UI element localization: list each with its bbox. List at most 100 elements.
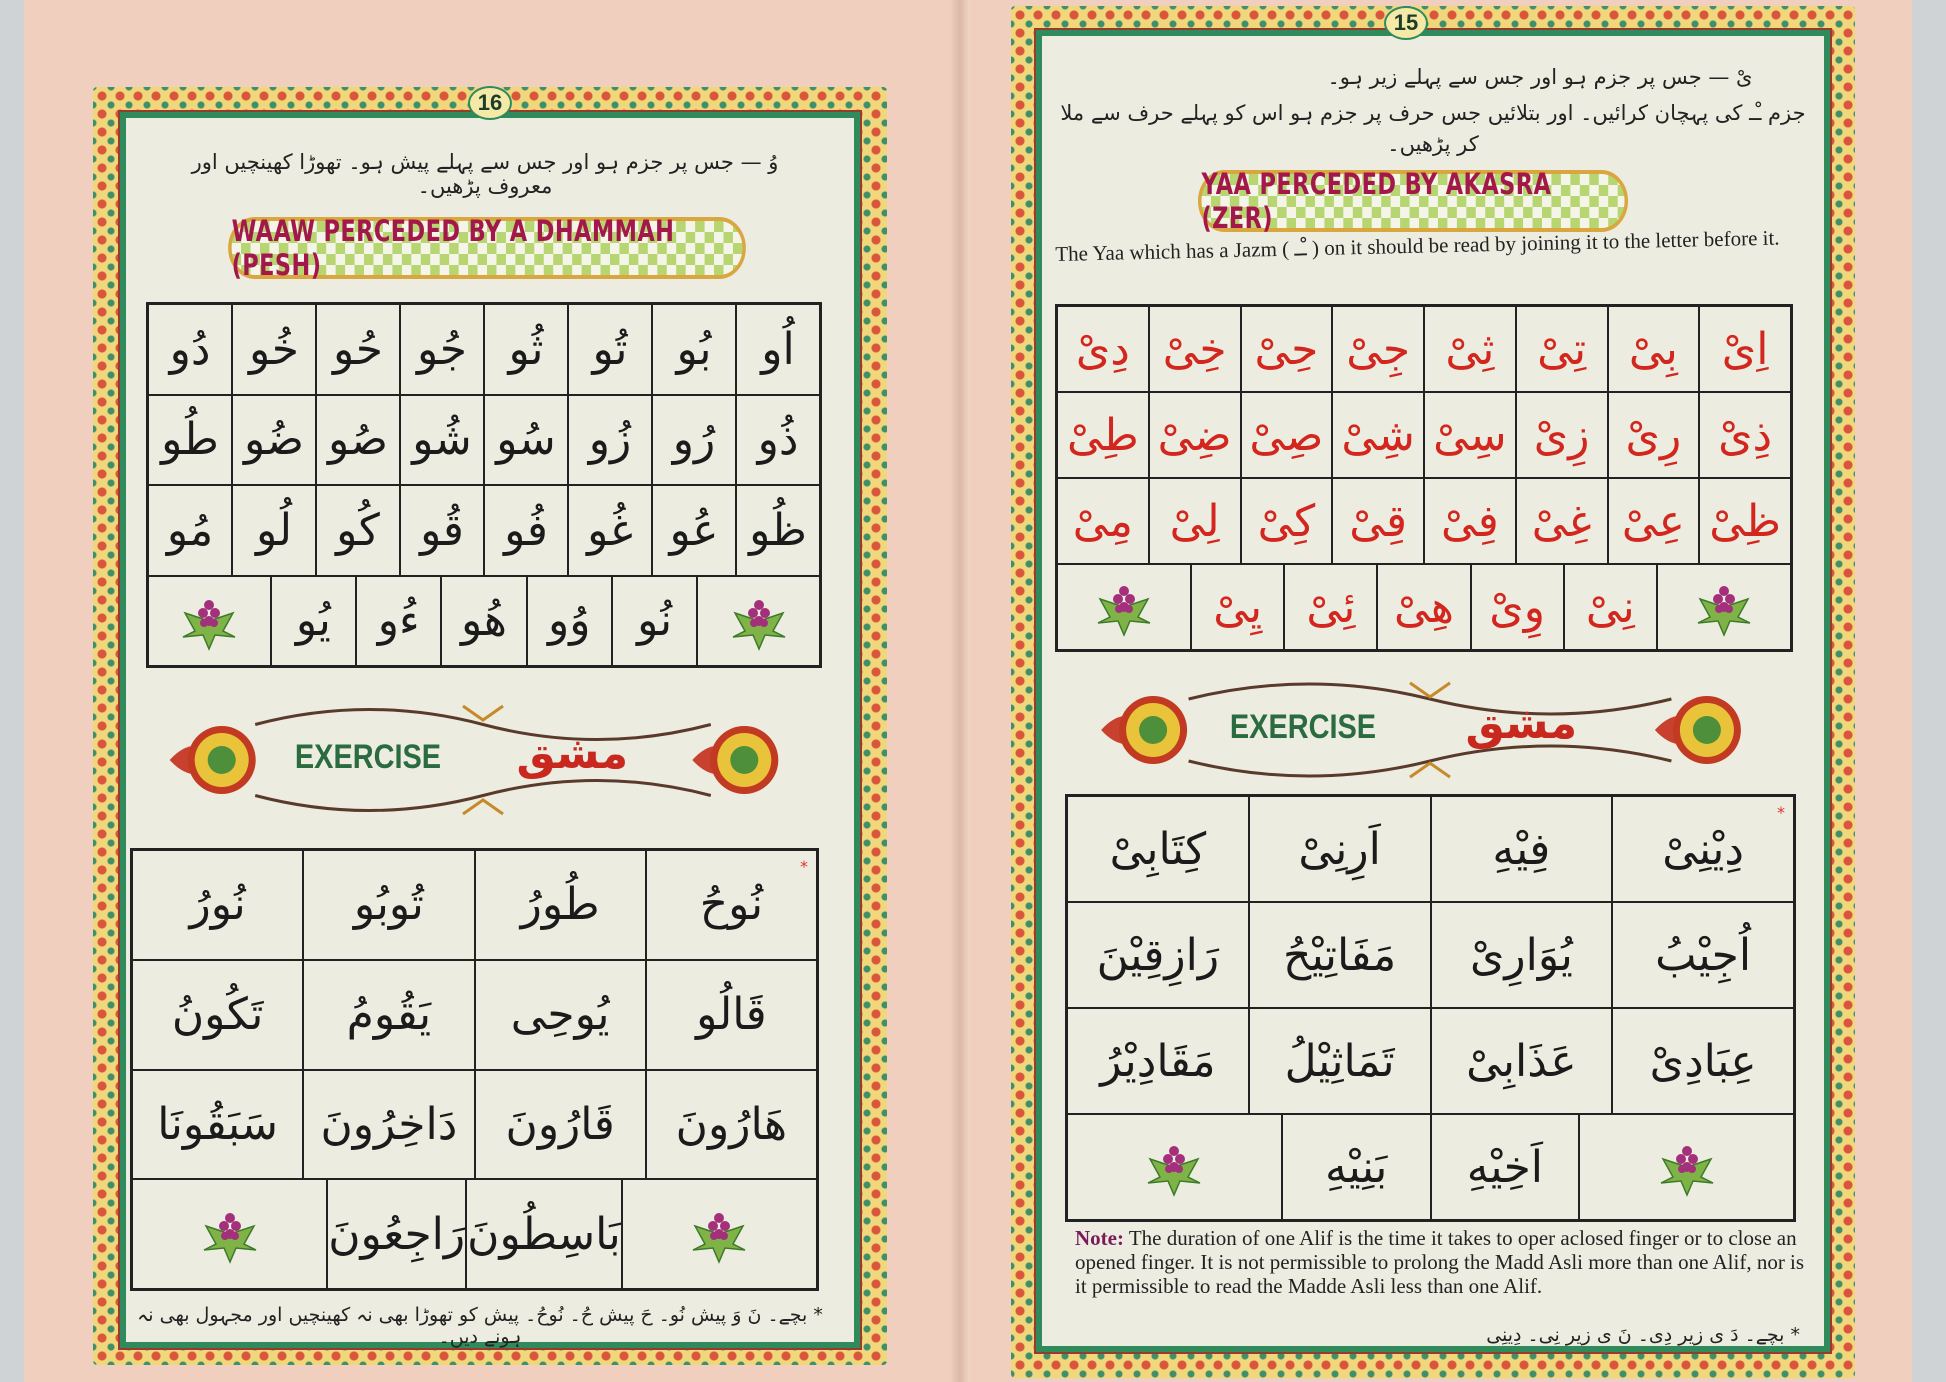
instruction-urdu: وُ — جس پر جزم ہو اور جس سے پہلے پیش ہو۔…: [191, 150, 779, 198]
grape-flower-icon: [149, 577, 270, 666]
grid-cell: هَارُونَ: [644, 1070, 816, 1179]
grid-cell: مُو: [166, 504, 214, 556]
grid-cell: كُو: [315, 486, 399, 575]
exercise-ornament: EXERCISE مشق: [148, 689, 818, 831]
grid-row: اِیْ بِیْ تِیْ ثِیْ جِیْ حِیْ خِیْ دِیْ: [1058, 307, 1790, 393]
grid-cell: طُو: [161, 414, 219, 466]
grid-cell: زِیْ: [1514, 393, 1607, 477]
footnote-marker: *: [800, 857, 808, 876]
grid-cell: نُورُ: [189, 879, 246, 931]
ornament-flourish: [1101, 681, 1741, 779]
grid-row: ذُو رُو زُو سُو شُو صُو ضُو طُو: [149, 395, 819, 486]
grid-cell: رُو: [651, 395, 735, 484]
exercise-ornament: EXERCISE مشق: [1075, 668, 1785, 792]
grid-cell: فِیْ: [1423, 479, 1515, 563]
grid-cell: خُو: [231, 305, 315, 394]
grid-cell: يِیْ: [1190, 565, 1283, 649]
grid-cell: دِیْ: [1075, 323, 1130, 375]
grid-cell: يَقُومُ: [302, 960, 473, 1069]
grid-cell: رَاجِعُونَ: [326, 1180, 465, 1288]
grid-cell: عِبَادِیْ: [1611, 1009, 1793, 1113]
grid-cell: هُو: [440, 576, 525, 665]
grape-flower-icon: [1068, 1115, 1281, 1219]
grid-cell: سُو: [483, 395, 567, 484]
exercise-label: EXERCISE: [1229, 708, 1377, 746]
grid-cell: صُو: [315, 395, 399, 484]
page-number: 16: [468, 86, 512, 120]
grape-flower-icon: [620, 1180, 816, 1288]
grid-cell: رِیْ: [1606, 393, 1699, 477]
grid-cell: ءُو: [355, 576, 440, 665]
section-banner: YAA PERCEDED BY AKASRA (ZER): [1198, 167, 1628, 235]
grid-cell: كِتَابِیْ: [1109, 823, 1207, 875]
grid-cell: تَكُونُ: [171, 989, 264, 1041]
grid-cell: دَاخِرُونَ: [302, 1070, 473, 1179]
footnote-marker: *: [1777, 803, 1785, 822]
grid-cell: نُوحُ *: [644, 851, 816, 959]
grid-cell: اَرِنِیْ: [1247, 797, 1430, 901]
grape-flower-icon: [133, 1180, 326, 1288]
grid-cell: جِیْ: [1331, 307, 1423, 391]
grid-row: اُو بُو تُو ثُو جُو حُو خُو دُو: [149, 305, 819, 396]
grid-cell: شُو: [399, 395, 483, 484]
grid-row: نِیْ وِیْ هِیْ ئِیْ يِیْ: [1058, 565, 1790, 649]
footnote-urdu: * بچے۔ نَ وَ پیش نُو۔ حَ پیش حُ۔ نُوحُ۔ …: [137, 1304, 823, 1348]
instruction-urdu-line-2: جزم ـْـ کی پہچان کرائیں۔ اور بتلائیں جس …: [1060, 101, 1806, 156]
grid-cell: سَبَقُونَا: [157, 1098, 279, 1150]
grid-cell: عُو: [651, 486, 735, 575]
grid-cell: زُو: [567, 395, 651, 484]
grid-cell: کِیْ: [1239, 479, 1332, 563]
instruction-urdu-line-1: یْ — جس پر جزم ہو اور جس سے پہلے زیر ہو۔: [1327, 65, 1753, 89]
grid-cell: نِیْ: [1562, 565, 1656, 649]
grid-row: اُجِیْبُ يُوَارِیْ مَفَاتِیْحُ رَازِقِیْنَ: [1068, 903, 1793, 1009]
grid-cell: دِیْنِیْ *: [1611, 797, 1793, 901]
grid-row: هَارُونَ قَارُونَ دَاخِرُونَ سَبَقُونَا: [133, 1070, 816, 1181]
grid-cell: قَارُونَ: [473, 1070, 645, 1179]
grid-cell: تِیْ: [1514, 307, 1607, 391]
grape-flower-icon: [1655, 565, 1790, 649]
grid-row: ذِیْ رِیْ زِیْ سِیْ شِیْ صِیْ ضِیْ طِیْ: [1058, 393, 1790, 479]
grid-row: اَخِیْهِ بَنِیْهِ: [1068, 1115, 1793, 1219]
ornament-flourish: [169, 704, 779, 816]
grid-cell: ذُو: [735, 395, 819, 484]
grid-cell: قَالُو: [644, 960, 816, 1069]
grid-cell: غُو: [567, 486, 651, 575]
page-number: 15: [1384, 6, 1428, 40]
grid-row: نُوحُ * طُورُ تُوبُو نُورُ: [133, 851, 816, 961]
grape-flower-icon: [1578, 1115, 1793, 1219]
grape-flower-icon: [696, 576, 819, 665]
grid-cell: جُو: [399, 305, 483, 394]
syllable-grid: اِیْ بِیْ تِیْ ثِیْ جِیْ حِیْ خِیْ دِیْ ذِیْ رِیْ…: [1055, 304, 1793, 652]
grid-row: دِیْنِیْ * فِیْهِ اَرِنِیْ كِتَابِیْ: [1068, 797, 1793, 903]
grid-row: نُو وُو هُو ءُو يُو: [149, 576, 819, 666]
grid-cell: عِیْ: [1606, 479, 1699, 563]
grid-cell: قِیْ: [1331, 479, 1423, 563]
exercise-label-arabic: مشق: [516, 728, 629, 779]
grid-row: ظُو عُو غُو فُو قُو كُو لُو مُو: [149, 486, 819, 577]
note-text: Note: The duration of one Alif is the ti…: [1075, 1226, 1810, 1298]
exercise-label-arabic: مشق: [1465, 698, 1578, 749]
background-wall-left: [0, 0, 24, 1382]
book-spine: [950, 0, 970, 1382]
grid-cell: تُوبُو: [302, 851, 473, 959]
grid-cell: ثُو: [483, 305, 567, 394]
section-banner: WAAW PERCEDED BY A DHAMMAH (PESH): [228, 214, 746, 282]
note-label: Note:: [1075, 1226, 1124, 1250]
syllable-grid: اُو بُو تُو ثُو جُو حُو خُو دُو ذُو رُو زُو سُو شُو ص…: [146, 302, 822, 668]
grid-cell: يُوحِى: [473, 960, 645, 1069]
grid-cell: طُورُ: [473, 851, 645, 959]
grid-row: ظِیْ عِیْ غِیْ فِیْ قِیْ کِیْ لِیْ مِیْ: [1058, 479, 1790, 565]
grid-cell: مِیْ: [1072, 495, 1133, 547]
grid-cell: عَذَابِیْ: [1429, 1009, 1612, 1113]
grid-cell: فِیْهِ: [1429, 797, 1612, 901]
exercise-label: EXERCISE: [294, 738, 442, 776]
background-wall-right: [1912, 0, 1946, 1382]
grid-cell: مَفَاتِیْحُ: [1247, 903, 1430, 1007]
grid-cell: غِیْ: [1514, 479, 1607, 563]
grid-cell: اُو: [735, 305, 819, 394]
grid-cell: ثِیْ: [1423, 307, 1515, 391]
grid-cell: بُو: [651, 305, 735, 394]
grid-cell: ظُو: [735, 486, 819, 575]
grid-cell: فُو: [483, 486, 567, 575]
grid-cell: وِیْ: [1469, 565, 1563, 649]
